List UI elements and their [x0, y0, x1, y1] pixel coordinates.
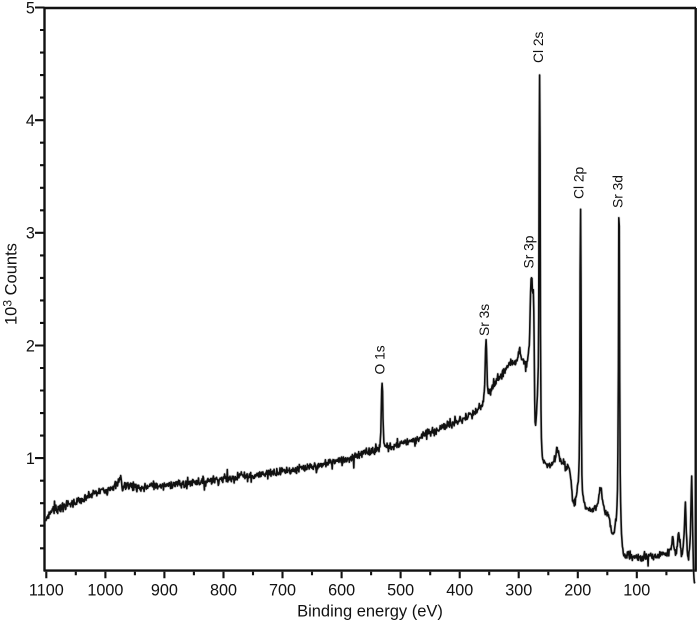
svg-text:600: 600 — [328, 581, 355, 599]
svg-text:700: 700 — [269, 581, 296, 599]
svg-text:Cl 2s: Cl 2s — [531, 31, 546, 63]
svg-text:103 Counts: 103 Counts — [1, 243, 21, 325]
svg-text:500: 500 — [387, 581, 414, 599]
svg-text:2: 2 — [26, 337, 35, 355]
svg-text:4: 4 — [26, 112, 35, 130]
svg-text:1100: 1100 — [29, 581, 64, 599]
svg-text:5: 5 — [26, 0, 35, 17]
svg-text:900: 900 — [151, 581, 178, 599]
svg-text:Sr 3p: Sr 3p — [521, 235, 536, 268]
svg-text:Binding energy (eV): Binding energy (eV) — [297, 603, 443, 621]
svg-text:Sr 3d: Sr 3d — [611, 175, 626, 208]
svg-text:Sr 3s: Sr 3s — [477, 304, 492, 336]
svg-text:200: 200 — [564, 581, 591, 599]
svg-text:800: 800 — [210, 581, 237, 599]
svg-text:Cl 2p: Cl 2p — [571, 166, 586, 199]
svg-text:1000: 1000 — [87, 581, 123, 599]
svg-text:100: 100 — [623, 581, 650, 599]
svg-text:300: 300 — [505, 581, 532, 599]
svg-text:3: 3 — [26, 225, 35, 243]
svg-text:400: 400 — [446, 581, 473, 599]
svg-text:O 1s: O 1s — [373, 345, 388, 374]
svg-text:1: 1 — [26, 450, 35, 468]
